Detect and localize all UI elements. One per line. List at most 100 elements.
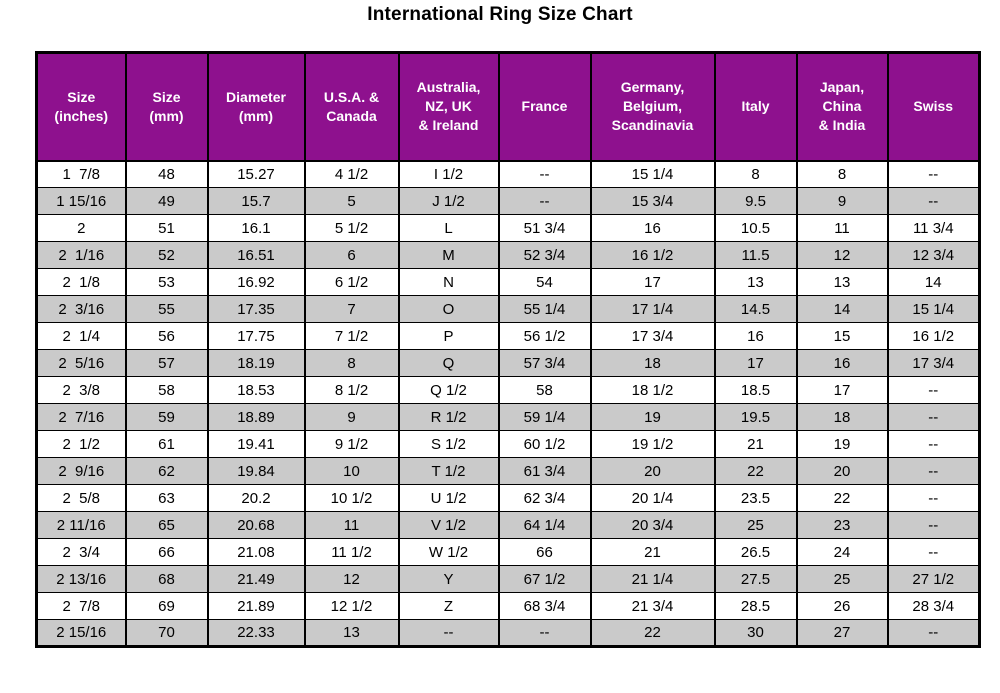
table-cell: 2 7/8	[35, 592, 127, 620]
table-cell: 9 1/2	[303, 430, 400, 458]
table-cell: 17.75	[206, 322, 306, 350]
table-row: 2 3/4 66 21.08 11 1/2 W 1/2 66 21 26.5 24 --	[35, 538, 981, 566]
table-cell: --	[397, 619, 500, 647]
table-cell: 2 1/16	[35, 241, 127, 269]
table-cell: 11 1/2	[303, 538, 400, 566]
table-cell: --	[886, 430, 981, 458]
table-row: 1 7/8 48 15.27 4 1/2 I 1/2 -- 15 1/4 8 8 --	[35, 160, 981, 188]
table-cell: --	[886, 376, 981, 404]
table-cell: 21.89	[206, 592, 306, 620]
table-cell: 10 1/2	[303, 484, 400, 512]
table-cell: 26.5	[713, 538, 798, 566]
table-cell: 51	[124, 214, 209, 242]
table-cell: R 1/2	[397, 403, 500, 431]
table-cell: 68	[124, 565, 209, 593]
table-cell: --	[886, 160, 981, 188]
table-cell: 9	[303, 403, 400, 431]
table-cell: 17	[713, 349, 798, 377]
table-cell: 55 1/4	[497, 295, 592, 323]
table-cell: 2 3/4	[35, 538, 127, 566]
table-cell: 6	[303, 241, 400, 269]
table-cell: --	[497, 160, 592, 188]
table-cell: 15 1/4	[886, 295, 981, 323]
table-row: 2 7/16 59 18.89 9 R 1/2 59 1/4 19 19.5 18 --	[35, 403, 981, 431]
table-cell: T 1/2	[397, 457, 500, 485]
table-cell: 56	[124, 322, 209, 350]
table-cell: 4 1/2	[303, 160, 400, 188]
table-cell: J 1/2	[397, 187, 500, 215]
table-row: 2 7/8 69 21.89 12 1/2 Z 68 3/4 21 3/4 28.5 26 28 …	[35, 592, 981, 620]
table-cell: 53	[124, 268, 209, 296]
table-cell: 21.08	[206, 538, 306, 566]
header-row: Size (inches) Size (mm) Diameter (mm) U.S.A…	[35, 51, 981, 162]
table-cell: Y	[397, 565, 500, 593]
table-cell: 1 15/16	[35, 187, 127, 215]
table-cell: 18.53	[206, 376, 306, 404]
table-cell: 2 15/16	[35, 619, 127, 647]
table-cell: 28 3/4	[886, 592, 981, 620]
table-cell: 9.5	[713, 187, 798, 215]
table-cell: 22.33	[206, 619, 306, 647]
table-cell: 27 1/2	[886, 565, 981, 593]
table-cell: 10	[303, 457, 400, 485]
table-cell: 16.92	[206, 268, 306, 296]
column-header: Italy	[713, 51, 798, 162]
table-cell: L	[397, 214, 500, 242]
table-cell: 64 1/4	[497, 511, 592, 539]
table-cell: 18 1/2	[589, 376, 716, 404]
table-cell: 30	[713, 619, 798, 647]
table-cell: 16.51	[206, 241, 306, 269]
table-cell: 25	[795, 565, 889, 593]
table-cell: 15.7	[206, 187, 306, 215]
table-cell: 21	[713, 430, 798, 458]
column-header: France	[497, 51, 592, 162]
table-cell: 8	[303, 349, 400, 377]
table-cell: 14.5	[713, 295, 798, 323]
table-cell: 21 1/4	[589, 565, 716, 593]
table-cell: 22	[713, 457, 798, 485]
column-header: Germany, Belgium, Scandinavia	[589, 51, 716, 162]
table-cell: 49	[124, 187, 209, 215]
table-cell: V 1/2	[397, 511, 500, 539]
table-cell: 19	[589, 403, 716, 431]
table-cell: 2 3/16	[35, 295, 127, 323]
table-cell: 27	[795, 619, 889, 647]
table-cell: --	[497, 619, 592, 647]
table-cell: 28.5	[713, 592, 798, 620]
table-cell: 17.35	[206, 295, 306, 323]
table-cell: 9	[795, 187, 889, 215]
table-cell: 58	[124, 376, 209, 404]
table-cell: 19	[795, 430, 889, 458]
table-cell: 23	[795, 511, 889, 539]
table-cell: 51 3/4	[497, 214, 592, 242]
table-cell: 16	[795, 349, 889, 377]
page-title: International Ring Size Chart	[367, 4, 633, 25]
table-cell: 22	[795, 484, 889, 512]
table-cell: --	[886, 538, 981, 566]
table-cell: 22	[589, 619, 716, 647]
table-cell: 15.27	[206, 160, 306, 188]
table-cell: 8 1/2	[303, 376, 400, 404]
table-cell: 66	[124, 538, 209, 566]
table-cell: 55	[124, 295, 209, 323]
table-row: 2 51 16.1 5 1/2 L 51 3/4 16 10.5 11 11 3/4	[35, 214, 981, 242]
table-cell: 2 1/2	[35, 430, 127, 458]
table-row: 2 11/16 65 20.68 11 V 1/2 64 1/4 20 3/4 25 23 --	[35, 511, 981, 539]
table-cell: Z	[397, 592, 500, 620]
table-cell: 12 3/4	[886, 241, 981, 269]
table-cell: 14	[886, 268, 981, 296]
table-cell: 61	[124, 430, 209, 458]
table-cell: 2 1/8	[35, 268, 127, 296]
table-row: 2 1/2 61 19.41 9 1/2 S 1/2 60 1/2 19 1/2 21 19 --	[35, 430, 981, 458]
table-row: 2 5/8 63 20.2 10 1/2 U 1/2 62 3/4 20 1/4 23.5 22…	[35, 484, 981, 512]
table-cell: 21	[589, 538, 716, 566]
table-cell: 2	[35, 214, 127, 242]
table-cell: 25	[713, 511, 798, 539]
table-cell: W 1/2	[397, 538, 500, 566]
table-cell: 13	[303, 619, 400, 647]
table-cell: 16	[589, 214, 716, 242]
table-cell: 19 1/2	[589, 430, 716, 458]
table-cell: 6 1/2	[303, 268, 400, 296]
table-cell: 16 1/2	[886, 322, 981, 350]
table-cell: 56 1/2	[497, 322, 592, 350]
